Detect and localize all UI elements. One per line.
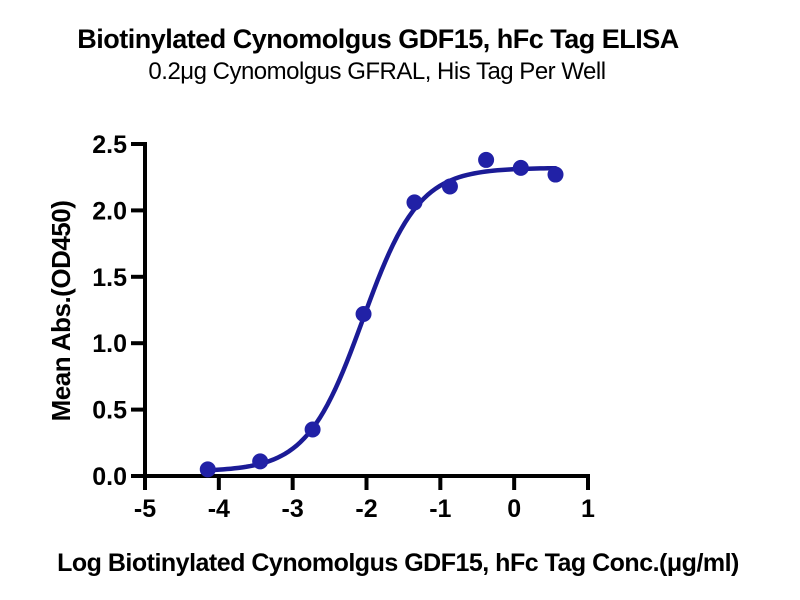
- x-tick-label: -1: [429, 495, 451, 523]
- data-point: [304, 421, 321, 438]
- y-tick-label: 0.5: [92, 397, 127, 425]
- x-tick-label: -4: [208, 495, 230, 523]
- data-point: [478, 151, 495, 168]
- data-point: [199, 461, 216, 478]
- data-point: [547, 166, 564, 183]
- data-point: [406, 194, 423, 211]
- x-tick-label: -3: [282, 495, 304, 523]
- x-tick-label: -5: [134, 495, 156, 523]
- data-point: [252, 453, 269, 470]
- data-point: [355, 305, 372, 322]
- axis-ticks: -5 -4 -3 -2 -1 0 1 0.0 0.5 1.0 1.5 2.0 2.5: [92, 131, 595, 523]
- fit-curve: [205, 165, 558, 473]
- data-points: [199, 151, 564, 478]
- x-axis-title: Log Biotinylated Cynomolgus GDF15, hFc T…: [57, 549, 739, 577]
- x-tick-label: -2: [355, 495, 377, 523]
- x-tick-label: 0: [507, 495, 521, 523]
- y-tick-label: 1.0: [92, 330, 127, 358]
- y-tick-label: 2.5: [92, 131, 127, 159]
- data-point: [512, 159, 529, 176]
- y-tick-label: 1.5: [92, 264, 127, 292]
- x-tick-label: 1: [581, 495, 595, 523]
- y-tick-label: 2.0: [92, 197, 127, 225]
- data-point: [441, 178, 458, 195]
- chart-title: Biotinylated Cynomolgus GDF15, hFc Tag E…: [77, 24, 679, 54]
- y-axis-title: Mean Abs.(OD450): [46, 201, 76, 422]
- chart-subtitle: 0.2μg Cynomolgus GFRAL, His Tag Per Well: [148, 58, 605, 85]
- y-tick-label: 0.0: [92, 463, 127, 491]
